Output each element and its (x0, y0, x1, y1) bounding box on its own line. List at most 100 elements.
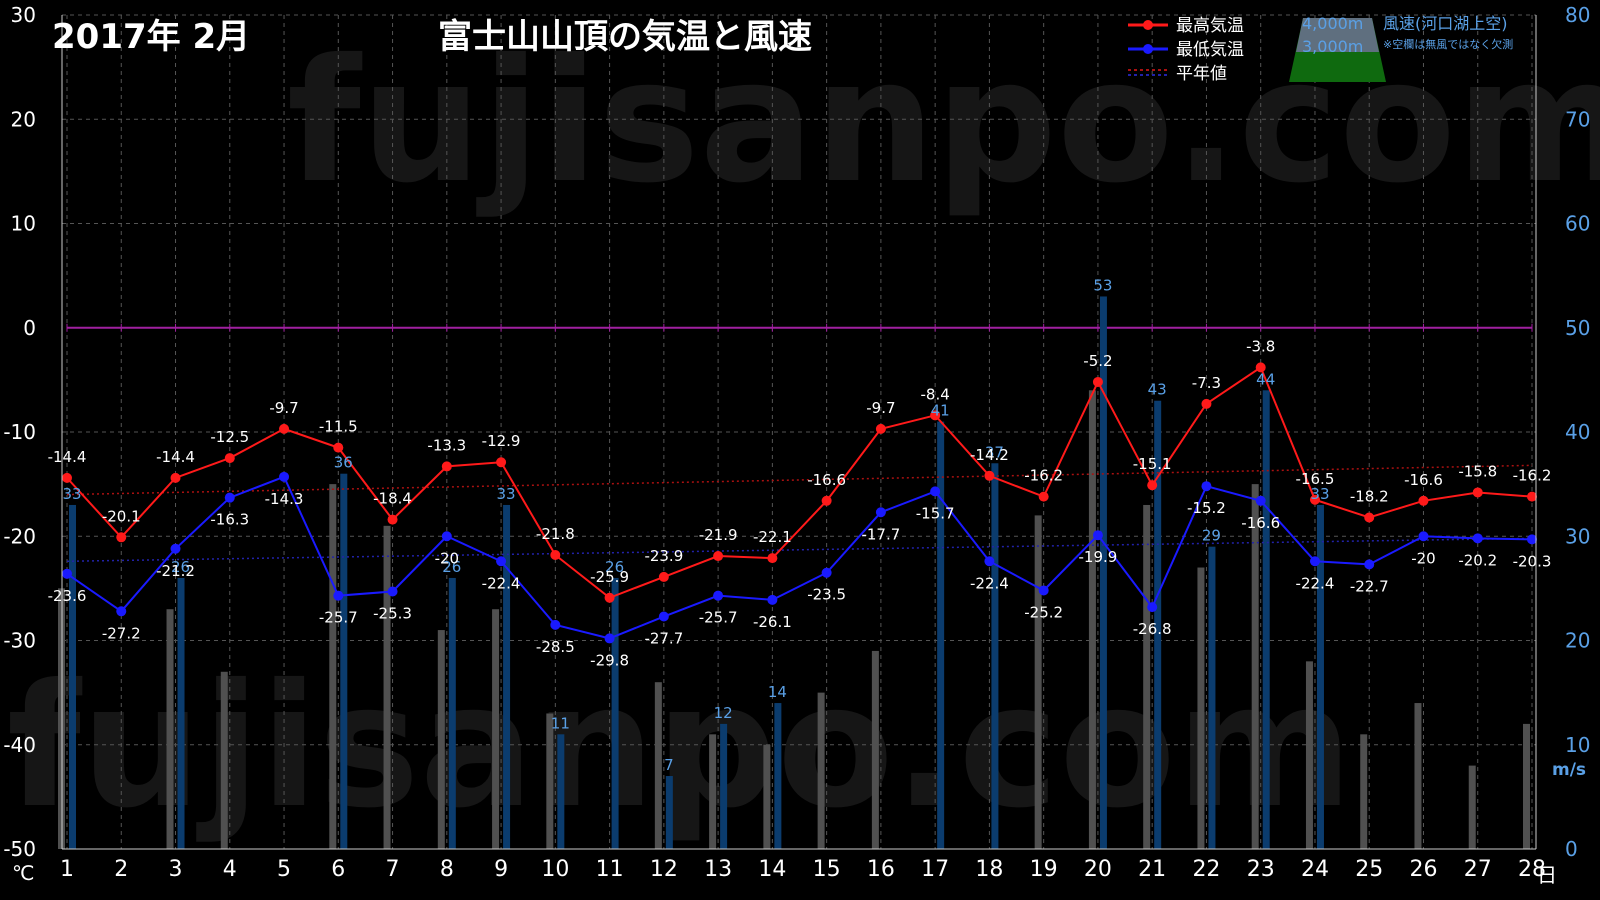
y-left-tick-label: -50 (3, 837, 36, 861)
min-temp-label: -25.7 (699, 609, 738, 627)
x-tick-label: 6 (331, 857, 345, 882)
x-tick-label: 10 (541, 857, 569, 882)
wind-data-label: 11 (551, 714, 570, 732)
wind-4000m-bar (720, 723, 728, 849)
chart-title: 富士山山頂の気温と風速 (438, 17, 812, 57)
max-temp-label: -25.9 (590, 568, 629, 586)
min-temp-point (279, 471, 290, 482)
wind-bars (58, 296, 1530, 850)
min-temp-label: -14.3 (265, 490, 304, 508)
max-temp-label: -22.1 (753, 528, 792, 546)
x-tick-label: 21 (1138, 857, 1166, 882)
min-temp-label: -26.8 (1133, 620, 1172, 638)
max-temp-label: -18.2 (1350, 487, 1389, 505)
x-tick-label: 11 (596, 857, 624, 882)
min-temp-label: -27.2 (102, 624, 141, 642)
wind-3000m-bar (1034, 515, 1042, 849)
wind-3000m-bar (871, 650, 879, 849)
min-temp-point (1255, 495, 1266, 506)
wind-3000m-bar (1523, 723, 1530, 849)
max-temp-label: -16.2 (1513, 467, 1552, 485)
min-temp-label: -27.7 (644, 630, 683, 648)
max-temp-label: -14.2 (970, 446, 1009, 464)
min-temp-point (441, 531, 452, 542)
min-temp-point (930, 486, 941, 497)
max-temp-point (1255, 362, 1266, 373)
min-temp-label: -29.8 (590, 651, 629, 669)
x-tick-label: 19 (1030, 857, 1058, 882)
max-temp-point (496, 457, 507, 468)
wind-4000m-bar (991, 463, 999, 849)
wind-3000m-bar (1414, 703, 1422, 849)
wind-data-label: 26 (171, 558, 190, 576)
max-temp-point (767, 553, 778, 564)
min-temp-label: -22.4 (970, 574, 1009, 592)
x-tick-label: 1 (60, 857, 74, 882)
max-temp-point (387, 514, 398, 525)
min-temp-point (713, 590, 724, 601)
min-temp-label: -20.3 (1513, 552, 1552, 570)
max-temp-label: -23.9 (644, 547, 683, 565)
legend-min-marker (1143, 44, 1153, 54)
max-temp-label: -16.6 (807, 471, 846, 489)
wind-data-label: 44 (1256, 370, 1275, 388)
wind-4000m-bar (340, 473, 348, 849)
max-temp-point (550, 550, 561, 561)
max-temp-point (1092, 376, 1103, 387)
min-temp-label: -15.2 (1187, 499, 1226, 517)
min-temp-point (1038, 585, 1049, 596)
chart-period: 2017年 2月 (52, 17, 250, 57)
min-temp-label: -23.6 (48, 587, 87, 605)
max-temp-label: -12.9 (482, 432, 521, 450)
min-temp-point (1527, 534, 1537, 545)
x-tick-label: 7 (386, 857, 400, 882)
min-temp-point (1147, 602, 1158, 613)
min-temp-point (984, 556, 995, 567)
y-left-tick-label: 0 (23, 316, 36, 340)
min-temp-line (66, 475, 1533, 640)
min-temp-point (1418, 531, 1429, 542)
wind-4000m-bar (611, 577, 619, 849)
min-temp-label: -25.7 (319, 609, 358, 627)
max-temp-label: -13.3 (427, 436, 466, 454)
min-temp-point (496, 556, 507, 567)
max-temp-label: -16.5 (1296, 470, 1335, 488)
min-temp-label: -22.4 (1296, 574, 1335, 592)
wind-4000m-bar (503, 504, 511, 849)
min-temp-label: -25.3 (373, 605, 412, 623)
x-tick-label: 14 (758, 857, 786, 882)
max-temp-point (1364, 512, 1375, 523)
x-tick-label: 17 (921, 857, 949, 882)
wind-3000m-bar (546, 713, 554, 849)
wind-data-label: 26 (442, 558, 461, 576)
legend-missing-note: ※空欄は無風ではなく欠測 (1383, 37, 1513, 51)
max-temp-point (116, 532, 127, 543)
x-tick-label: 2 (114, 857, 128, 882)
max-temp-label: -15.1 (1133, 455, 1172, 473)
max-temp-point (1527, 491, 1537, 502)
normal-min-line (66, 537, 1533, 563)
min-temp-label: -28.5 (536, 638, 575, 656)
y-right-tick-label: 0 (1565, 837, 1578, 861)
min-temp-label: -20 (1411, 549, 1436, 567)
x-tick-label: 26 (1409, 857, 1437, 882)
max-temp-point (875, 423, 886, 434)
min-temp-label: -21.2 (156, 562, 195, 580)
max-temp-label: -3.8 (1246, 337, 1275, 355)
min-temp-point (767, 594, 778, 605)
wind-4000m-bar (557, 734, 565, 849)
wind-3000m-bar (1088, 390, 1096, 849)
max-temp-point (170, 472, 181, 483)
wind-4000m-bar (1316, 504, 1324, 849)
max-temp-point (821, 495, 832, 506)
wind-4000m-bar (1262, 390, 1270, 849)
min-temp-point (1309, 556, 1320, 567)
y-right-tick-label: 20 (1565, 629, 1590, 653)
legend-altitude-4000: 4,000m (1302, 14, 1363, 33)
min-temp-point (875, 507, 886, 518)
min-temp-label: -20 (435, 549, 460, 567)
legend-normal-label: 平年値 (1176, 64, 1227, 84)
max-temp-point (1147, 480, 1158, 491)
min-temp-label: -25.2 (1024, 603, 1063, 621)
